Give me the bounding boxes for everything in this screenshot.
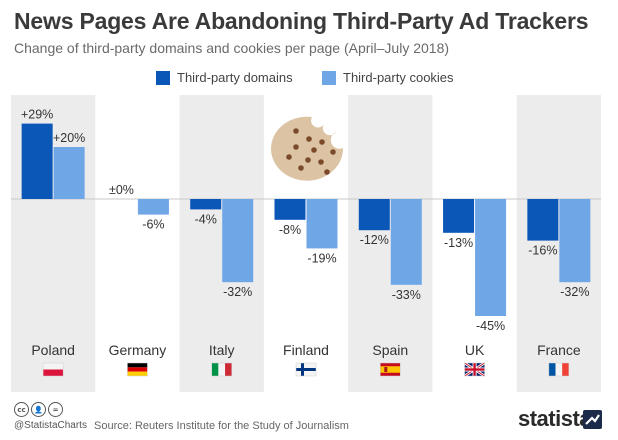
france-flag (548, 362, 570, 377)
category-label: UK (465, 342, 485, 358)
statista-logo[interactable]: statista (518, 406, 592, 431)
finland-flag (295, 362, 317, 377)
spain-flag (380, 362, 401, 377)
uk-flag (463, 361, 486, 378)
bar-cookies (559, 199, 591, 283)
value-label-cookies: +20% (53, 131, 85, 145)
legend: Third-party domains Third-party cookies (0, 70, 618, 90)
value-label-cookies: -32% (223, 285, 252, 299)
attribution-icon: 👤 (31, 402, 46, 417)
bar-chart: +29%+20% Poland ±0% -6% Germany -4% -32% Italy -… (11, 95, 601, 392)
legend-item-cookies: Third-party cookies (322, 70, 454, 85)
legend-item-domains: Third-party domains (156, 70, 293, 85)
value-label-domains: -16% (528, 244, 557, 258)
bar-domains (443, 199, 475, 233)
legend-label-cookies: Third-party cookies (343, 70, 454, 85)
value-label-domains: -12% (360, 233, 389, 247)
germany-flag (127, 362, 148, 377)
chart-subtitle: Change of third-party domains and cookie… (14, 40, 450, 56)
bar-domains (274, 199, 306, 220)
italy-flag (211, 362, 232, 377)
bar-domains (21, 123, 53, 199)
value-label-domains: ±0% (109, 183, 134, 197)
category-label: Italy (209, 342, 235, 358)
value-label-domains: -4% (195, 212, 217, 226)
no-derivatives-icon: = (48, 402, 63, 417)
bar-cookies (222, 199, 254, 283)
poland-flag (42, 362, 64, 377)
statista-logo-mark (583, 410, 602, 429)
value-label-cookies: -19% (307, 251, 336, 265)
bar-domains (190, 199, 222, 210)
value-label-cookies: -33% (392, 288, 421, 302)
bar-cookies (137, 199, 169, 215)
bar-cookies (306, 199, 338, 249)
value-label-cookies: -45% (476, 319, 505, 333)
bar-cookies (390, 199, 422, 285)
license-icons: cc 👤 = (14, 402, 63, 417)
twitter-handle: @StatistaCharts (14, 420, 87, 431)
category-label: Finland (283, 342, 329, 358)
category-label: France (537, 342, 581, 358)
value-label-domains: -8% (279, 223, 301, 237)
legend-swatch-domains (156, 70, 170, 85)
value-label-domains: -13% (444, 236, 473, 250)
chart-title: News Pages Are Abandoning Third-Party Ad… (14, 8, 589, 34)
bar-cookies (475, 199, 507, 316)
cookie-icon (271, 116, 344, 181)
legend-swatch-cookies (322, 70, 336, 85)
bar-domains (527, 199, 559, 241)
category-label: Spain (372, 342, 408, 358)
value-label-cookies: -6% (142, 218, 164, 232)
cc-license-icon: cc (14, 402, 29, 417)
category-label: Poland (31, 342, 75, 358)
value-label-domains: +29% (21, 108, 53, 122)
bar-cookies (53, 147, 85, 199)
legend-label-domains: Third-party domains (177, 70, 293, 85)
value-label-cookies: -32% (560, 285, 589, 299)
category-label: Germany (109, 342, 167, 358)
source-note: Source: Reuters Institute for the Study … (94, 420, 349, 432)
bar-domains (358, 199, 390, 231)
